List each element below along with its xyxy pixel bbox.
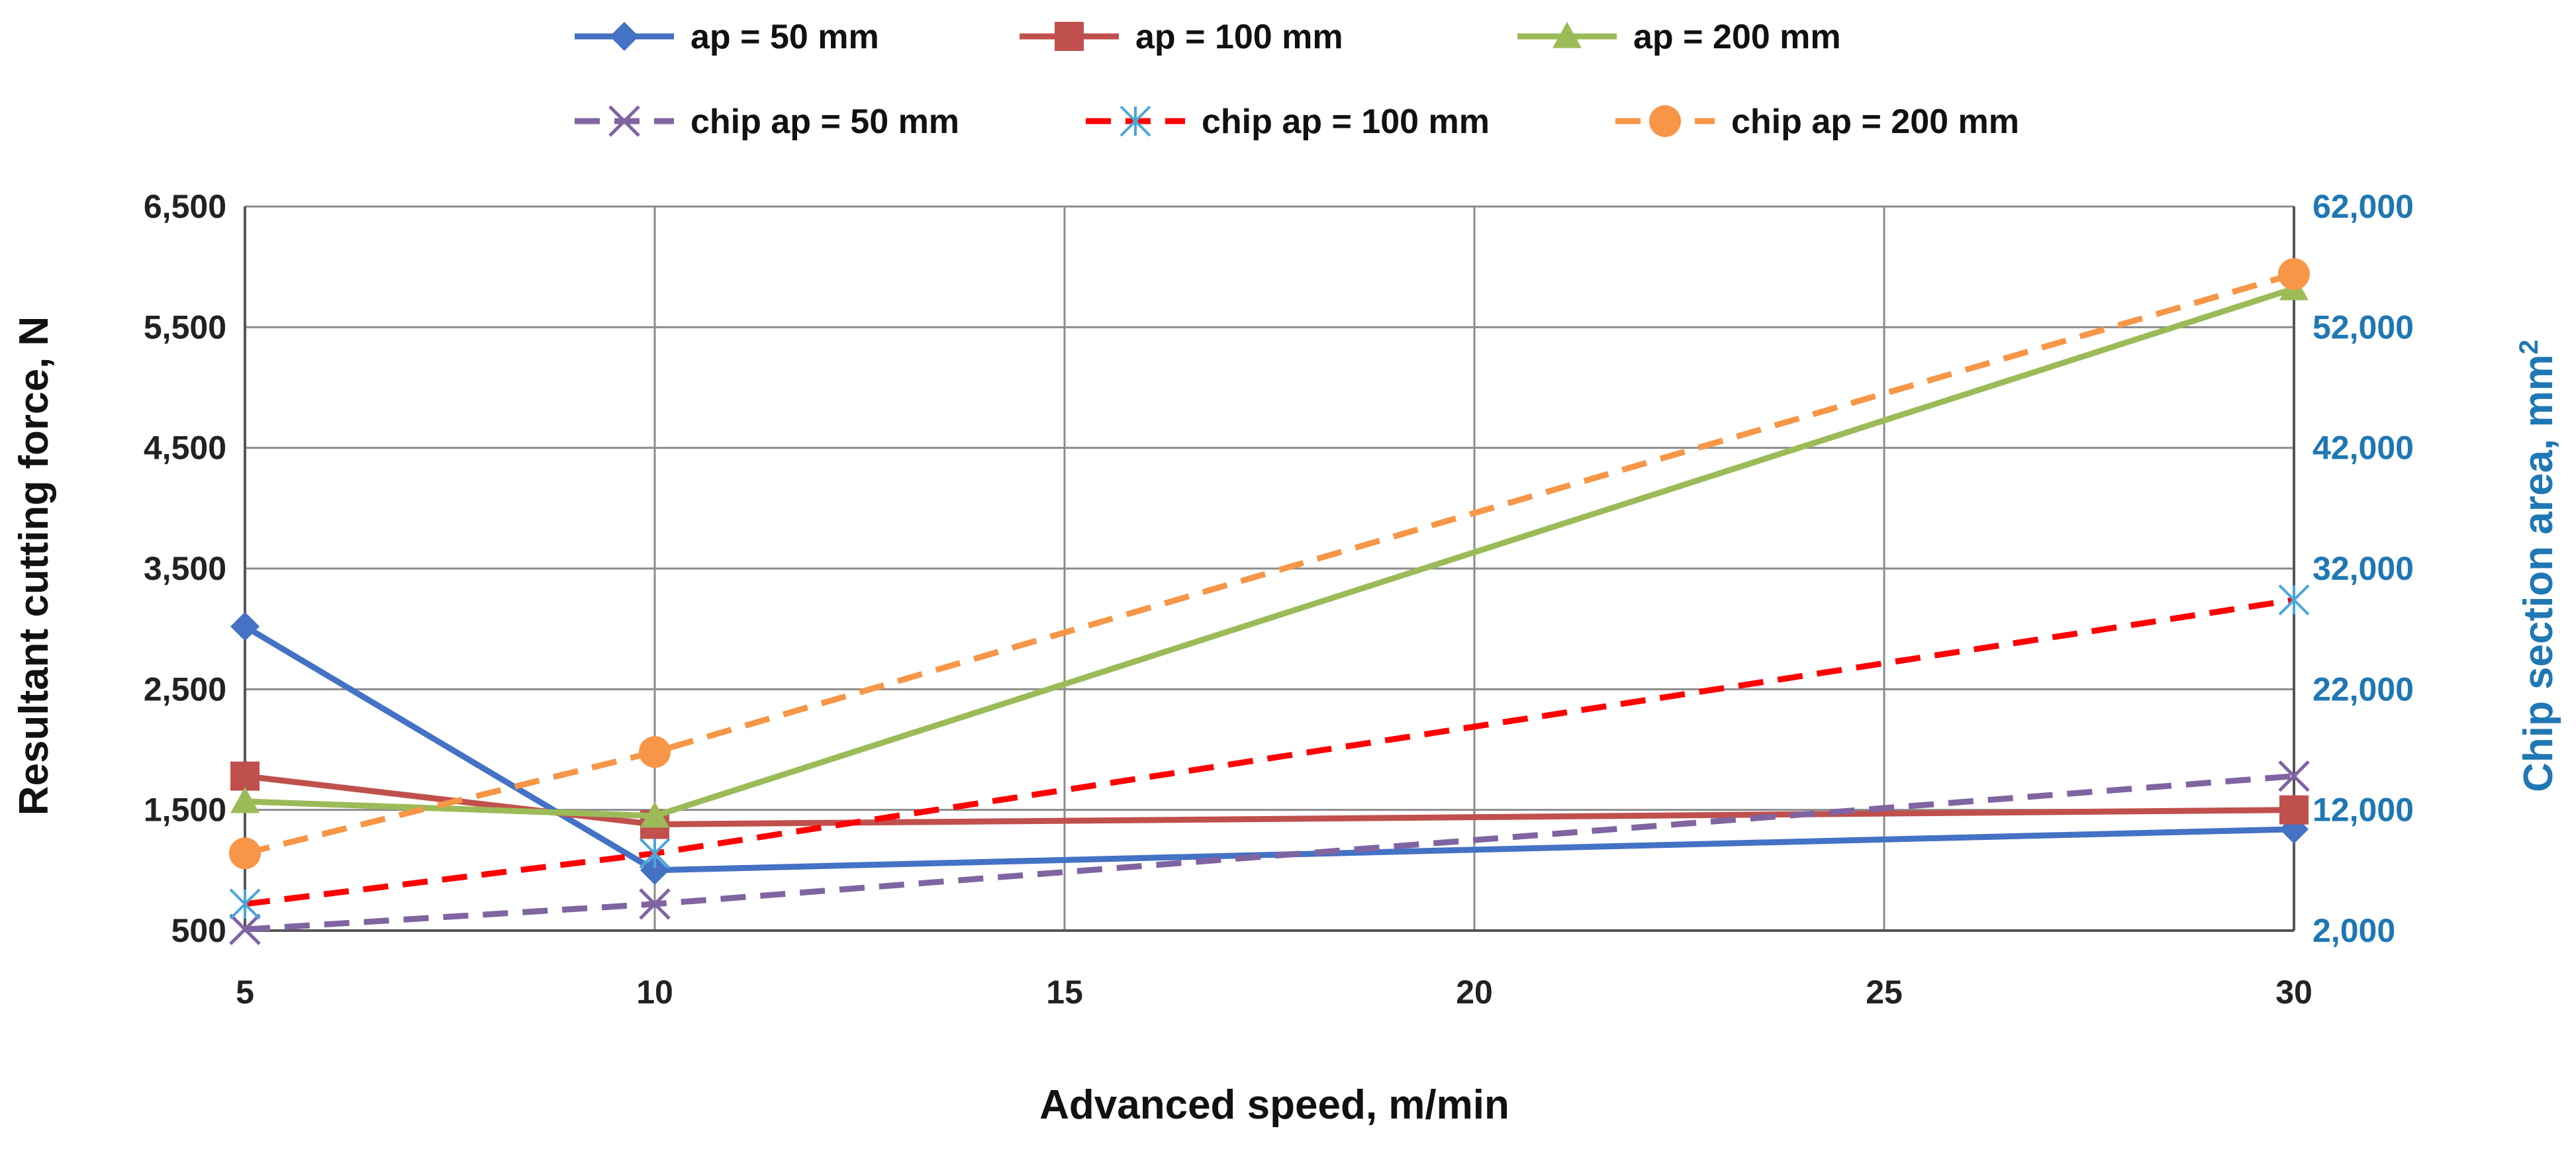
legend-label: ap = 200 mm <box>1633 18 1841 56</box>
legend-label: ap = 50 mm <box>691 18 879 56</box>
legend-label: ap = 100 mm <box>1135 18 1343 56</box>
series-4-point-stroke <box>2278 760 2310 792</box>
y2-tick-label: 42,000 <box>2313 430 2414 467</box>
series-4-point-stroke <box>229 913 261 945</box>
y2-tick-label: 32,000 <box>2313 550 2414 587</box>
x-tick-label: 25 <box>1866 974 1903 1011</box>
legend-marker-stroke <box>608 105 640 137</box>
y2-tick-label: 62,000 <box>2313 188 2414 225</box>
series-6-point <box>639 736 671 768</box>
legend-entry: ap = 200 mm <box>1517 18 1841 56</box>
legend-marker <box>1552 22 1582 48</box>
y2-axis-title: Chip section area, mm2 <box>2514 340 2561 792</box>
series-line-2 <box>244 773 2295 828</box>
y-tick-label: 4,500 <box>144 430 226 467</box>
y-tick-label: 3,500 <box>144 550 226 587</box>
series-4-point <box>229 913 261 945</box>
legend: ap = 50 mm ap = 100 mm ap = 200 mm chip ap … <box>575 18 2019 141</box>
y-tick-label: 5,500 <box>144 308 226 345</box>
x-tick-label: 30 <box>2275 974 2313 1011</box>
legend-entry: ap = 50 mm <box>575 18 879 56</box>
series-4-point <box>639 888 671 920</box>
y2-axis-title-main: Chip section area, mm <box>2516 354 2561 792</box>
series-1-point <box>230 612 260 641</box>
y2-tick-label: 12,000 <box>2313 792 2414 829</box>
x-tick-label: 5 <box>236 974 254 1011</box>
series-3-point <box>230 786 260 813</box>
series-line-6 <box>244 271 2295 856</box>
legend-marker <box>1120 105 1151 137</box>
y2-tick-label: 2,000 <box>2313 912 2395 949</box>
y-tick-label: 2,500 <box>144 670 226 708</box>
legend-label: chip ap = 200 mm <box>1731 103 2019 141</box>
series-2-point <box>230 761 260 791</box>
series-6-point <box>229 837 261 870</box>
legend-marker <box>610 22 639 51</box>
series-4-point-stroke <box>639 888 671 920</box>
series-1-point <box>640 855 669 885</box>
series-6-point <box>2278 258 2310 291</box>
x-tick-label: 20 <box>1456 974 1493 1011</box>
series-3-point <box>640 801 669 828</box>
legend-entry: ap = 100 mm <box>1020 18 1343 56</box>
legend-entry: chip ap = 100 mm <box>1086 103 1490 141</box>
series-4-point <box>2278 760 2310 792</box>
series-5-point <box>2278 584 2310 616</box>
y-tick-label: 1,500 <box>144 792 226 829</box>
legend-marker <box>608 105 640 137</box>
y-axis-title: Resultant cutting force, N <box>11 316 57 815</box>
y2-tick-label: 52,000 <box>2313 308 2414 345</box>
legend-label: chip ap = 100 mm <box>1202 103 1490 141</box>
legend-entry: chip ap = 50 mm <box>575 103 959 141</box>
legend-marker <box>1649 105 1681 137</box>
y2-tick-label: 22,000 <box>2313 670 2414 708</box>
series-line-1 <box>243 623 2295 874</box>
y-tick-label: 500 <box>171 912 226 949</box>
series-5-point <box>229 888 261 920</box>
legend-entry: chip ap = 200 mm <box>1615 103 2019 141</box>
x-tick-label: 15 <box>1046 974 1083 1011</box>
series-5-point <box>639 837 671 869</box>
x-tick-label: 10 <box>636 974 673 1011</box>
axes-layer: 500 1,500 2,500 3,500 4,500 5,500 6,500 2,000 12… <box>144 188 2414 1011</box>
legend-marker <box>1055 22 1084 51</box>
series-line-5 <box>244 596 2295 907</box>
y2-axis-title-superscript: 2 <box>2514 340 2544 354</box>
grid-layer <box>244 205 2295 932</box>
series-layer <box>229 258 2310 945</box>
legend-label: chip ap = 50 mm <box>691 103 959 141</box>
y-tick-label: 6,500 <box>144 188 226 225</box>
series-line-3 <box>244 285 2295 819</box>
x-axis-title: Advanced speed, m/min <box>1039 1082 1509 1128</box>
series-2-point <box>2279 795 2309 825</box>
